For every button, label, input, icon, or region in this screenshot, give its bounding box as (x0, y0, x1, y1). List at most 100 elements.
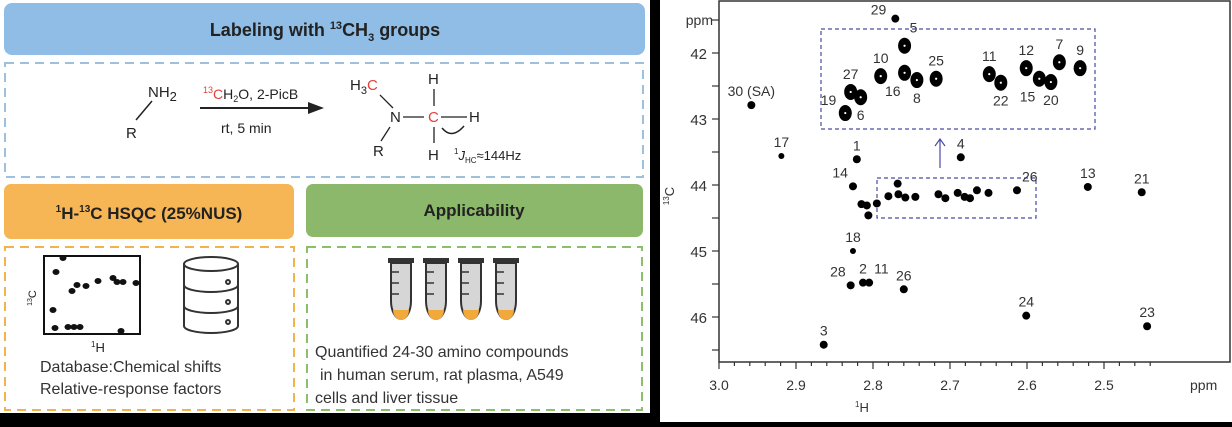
peak-label: 26 (896, 267, 912, 283)
x-unit-label: ppm (1190, 377, 1217, 393)
cross-peak (1022, 311, 1031, 320)
inset-box (820, 28, 1096, 130)
peak-label: 12 (1018, 42, 1034, 58)
peak-label: 14 (832, 164, 848, 180)
x-tick-label: 2.8 (863, 377, 883, 393)
peak-label: 23 (1139, 304, 1155, 320)
response-factors-text: Relative-response factors (40, 381, 221, 398)
hsqc-title: 1H-13C HSQC (25%NUS) (56, 204, 243, 223)
peak-label: 2 (859, 261, 867, 277)
cross-peak (899, 285, 908, 294)
cross-peak-center (1049, 80, 1052, 84)
peak-label: 27 (843, 66, 859, 82)
cross-peak-center (1058, 61, 1061, 64)
y-tick-label: 43 (690, 112, 707, 129)
peak-label: 8 (913, 90, 921, 106)
cross-peak (893, 179, 902, 188)
reaction-scheme: NH2 R 13CH2O, 2-PicB rt, 5 min H3C N C H… (126, 71, 521, 165)
reagent-label: 13CH2O, 2-PicB (203, 85, 298, 104)
peak-label: 15 (1020, 89, 1036, 105)
peak-label: 16 (885, 83, 901, 99)
cross-peak-center (879, 75, 882, 78)
peak-label: 26 (1022, 168, 1038, 184)
peak-label: 28 (830, 263, 846, 279)
y-axis-label: 13C (662, 187, 677, 205)
peak-label: 11 (982, 48, 997, 64)
peak-label: 10 (873, 50, 889, 66)
cross-peak-center (999, 81, 1002, 84)
cross-peak (846, 281, 855, 290)
peak-label: 30 (SA) (728, 83, 775, 99)
applicability-text: cells and liver tissue (315, 390, 458, 407)
reactant-r: R (126, 125, 137, 142)
mini-axis-c: 13C (27, 290, 39, 306)
cross-peak (848, 182, 857, 191)
peak-label: 19 (821, 92, 837, 108)
applicability-banner (306, 184, 643, 237)
product-labeled-c: C (428, 109, 439, 126)
x-axis-label: 1H (855, 400, 869, 415)
peak-label: 17 (774, 134, 790, 150)
cross-peak (858, 278, 867, 287)
peak-label: 5 (910, 20, 918, 36)
cross-peak (901, 193, 910, 202)
y-unit-label: ppm (686, 12, 713, 28)
bond (135, 100, 153, 121)
cross-peak-center (903, 44, 906, 47)
cross-peak-center (903, 71, 906, 74)
product-n: N (390, 109, 401, 126)
cross-peak (1137, 188, 1146, 197)
cross-peak (872, 199, 881, 208)
database-text: Database:Chemical shifts (40, 359, 221, 376)
cross-peak (966, 194, 975, 203)
cross-peak-center (1038, 77, 1041, 80)
cross-peak-center (915, 78, 918, 82)
applicability-text: in human serum, rat plasma, A549 (320, 367, 564, 384)
peak-label: 25 (928, 53, 944, 69)
y-tick-label: 45 (690, 244, 707, 261)
cross-peak (884, 192, 893, 201)
cross-peak-center (935, 77, 938, 80)
cross-peak (1143, 322, 1152, 331)
arrow-up-icon (934, 137, 946, 147)
peak-label: 22 (993, 93, 1009, 109)
peak-label: 4 (957, 135, 965, 151)
reactant-amine: NH2 (148, 84, 177, 104)
product-h: H (469, 109, 480, 126)
x-tick-label: 2.6 (1017, 377, 1037, 393)
cross-peak (1012, 186, 1021, 195)
x-tick-label: 2.7 (940, 377, 960, 393)
peak-label: 11 (874, 261, 889, 277)
conditions-label: rt, 5 min (221, 120, 272, 136)
cross-peak (862, 201, 871, 210)
y-tick-label: 44 (690, 178, 707, 195)
peak-label: 1 (853, 137, 861, 153)
cross-peak (819, 340, 828, 349)
cross-peak (852, 155, 861, 164)
cross-peak (864, 211, 873, 220)
product-h: H (428, 147, 439, 164)
cross-peak-center (859, 96, 862, 99)
x-tick-label: 3.0 (709, 377, 729, 393)
reaction-box (4, 62, 644, 178)
peak-label: 6 (857, 107, 865, 123)
peak-label: 3 (820, 323, 828, 339)
coupling-constant: 1JHC≈144Hz (454, 147, 521, 165)
cross-peak (891, 14, 900, 23)
applicability-title: Applicability (423, 201, 525, 220)
y-tick-label: 46 (690, 310, 707, 327)
cross-peak-center (849, 90, 852, 94)
zoom-region-box (876, 177, 1037, 219)
cross-peak (934, 190, 943, 199)
database-icon (183, 256, 239, 334)
cross-peak-center (988, 73, 991, 76)
sample-tubes-icon (388, 257, 520, 321)
product-methyl: H3C (350, 77, 378, 97)
peak-label: 7 (1055, 36, 1063, 52)
cross-peak (984, 188, 993, 197)
cross-peak-center (1079, 67, 1082, 70)
mini-hsqc-plot-icon: 13C 1H (27, 255, 141, 355)
cross-peak (778, 152, 785, 159)
peak-label: 29 (871, 2, 887, 18)
